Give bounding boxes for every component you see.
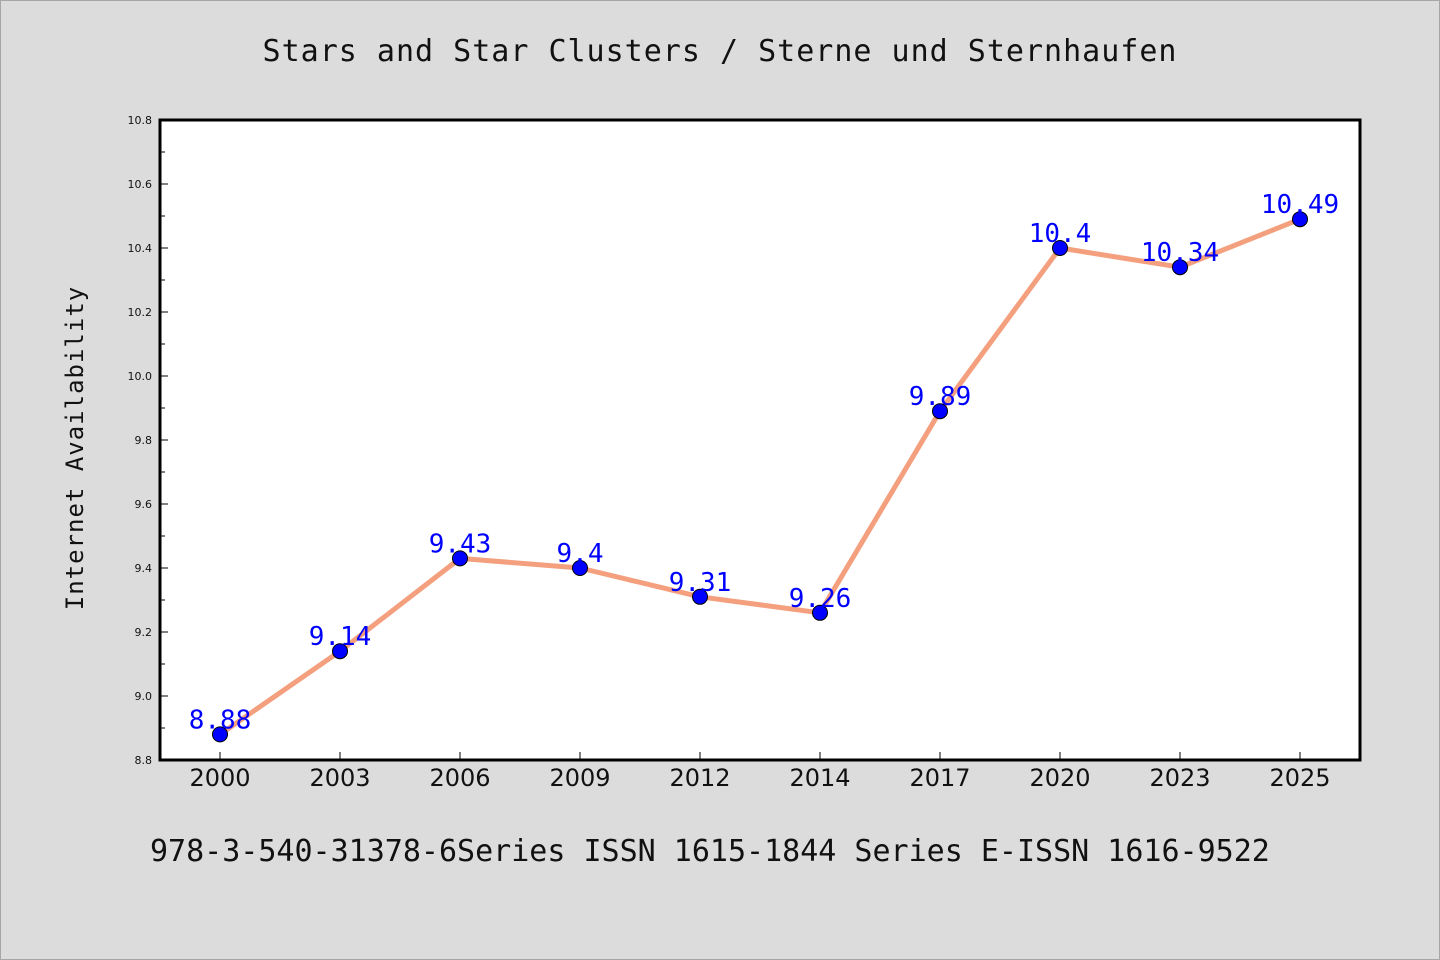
chart-title: Stars and Star Clusters / Sterne und Ste… — [262, 34, 1178, 69]
data-point — [572, 560, 588, 576]
y-tick-label: 9.2 — [135, 626, 153, 639]
y-tick-label: 10.2 — [128, 306, 153, 319]
data-point — [692, 588, 708, 605]
data-label: 10.34 — [1141, 238, 1219, 268]
data-label: 9.89 — [909, 382, 972, 412]
data-point — [1172, 259, 1188, 276]
data-label: 10.4 — [1029, 219, 1092, 249]
data-label: 9.31 — [669, 568, 732, 598]
data-point — [1052, 240, 1068, 256]
y-tick-label: 10.8 — [128, 114, 153, 127]
x-tick-label: 2000 — [189, 764, 250, 792]
y-tick-label: 10.0 — [128, 370, 153, 383]
data-point — [332, 643, 348, 660]
y-tick-label: 9.0 — [135, 690, 153, 703]
x-tick-label: 2003 — [309, 764, 370, 792]
x-tick-label: 2009 — [549, 764, 610, 792]
y-tick-label: 10.4 — [128, 242, 153, 255]
x-tick-label: 2017 — [909, 764, 970, 792]
y-tick-label: 9.8 — [135, 434, 153, 447]
y-tick-label: 8.8 — [135, 754, 153, 767]
y-tick-label: 9.6 — [135, 498, 153, 511]
y-tick-label: 10.6 — [128, 178, 153, 191]
x-axis: 2000 2003 2006 2009 2012 2014 2017 2020 2023 2025 — [189, 752, 1331, 792]
data-point — [212, 726, 228, 743]
data-point — [1292, 211, 1308, 228]
x-tick-label: 2023 — [1149, 764, 1210, 792]
x-tick-label: 2006 — [429, 764, 490, 792]
plot-area — [160, 120, 1360, 760]
data-label: 9.14 — [309, 622, 372, 652]
data-label: 9.43 — [429, 529, 492, 559]
data-label: 9.26 — [789, 584, 852, 614]
plot-border — [158, 118, 1362, 762]
x-tick-label: 2014 — [789, 764, 850, 792]
data-label: 9.4 — [557, 539, 604, 569]
data-point — [932, 403, 948, 420]
footer-isbn-text: 978-3-540-31378-6Series ISSN 1615-1844 S… — [150, 834, 1270, 869]
series-line — [217, 216, 1303, 737]
data-label: 10.49 — [1261, 190, 1339, 220]
y-tick-label: 9.4 — [135, 562, 153, 575]
data-label: 8.88 — [189, 705, 252, 735]
x-tick-label: 2020 — [1029, 764, 1090, 792]
x-tick-label: 2012 — [669, 764, 730, 792]
x-tick-label: 2025 — [1269, 764, 1330, 792]
y-axis: 8.8 9.0 9.2 9.4 9.6 9.8 10.0 10.2 10.4 10.6 10.8 — [128, 114, 168, 767]
data-point — [812, 604, 828, 621]
series-layer: 8.88 9.14 9.43 9.4 9.31 9.26 9.89 10.4 10.34 10.4… — [189, 190, 1339, 743]
data-point — [452, 550, 468, 567]
